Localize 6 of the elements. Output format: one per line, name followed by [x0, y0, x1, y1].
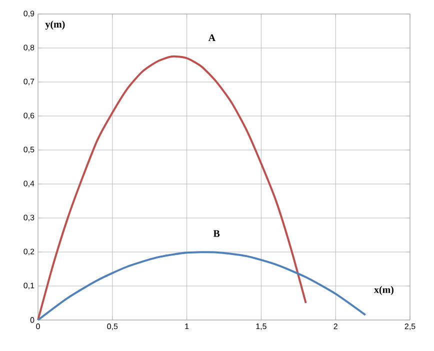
text: A	[208, 34, 216, 41]
y-axis-title: y(m)	[45, 20, 65, 30]
line-series	[37, 251, 366, 321]
x-axis-title: x(m)	[374, 286, 394, 296]
line-series	[37, 55, 307, 321]
series-label: B	[213, 230, 220, 237]
